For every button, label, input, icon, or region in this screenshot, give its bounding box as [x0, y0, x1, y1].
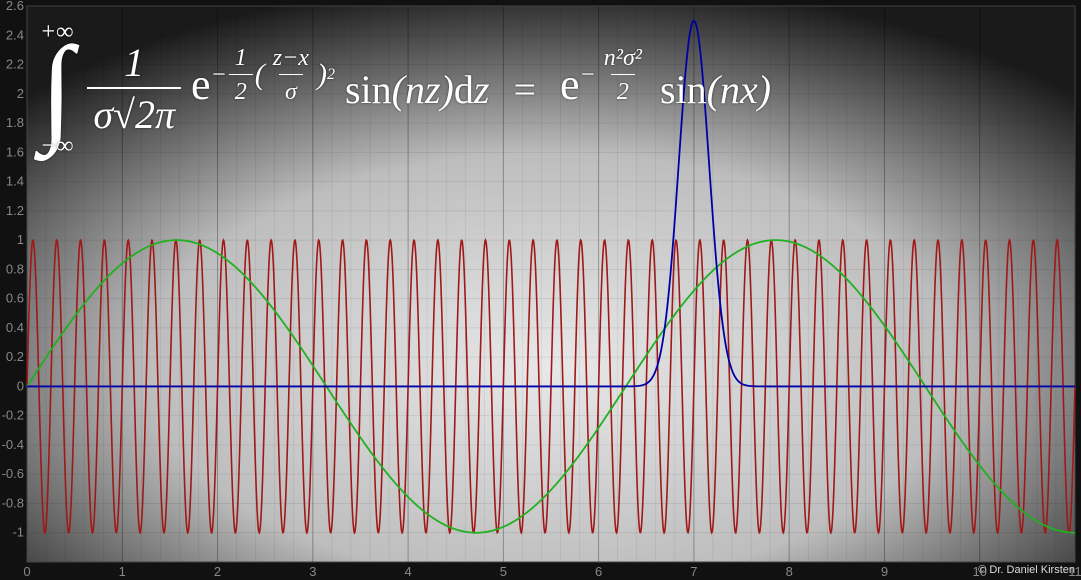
y-tick-label: -0.6 [2, 466, 24, 481]
x-tick-label: 5 [500, 564, 507, 579]
y-tick-label: 2.2 [6, 57, 24, 72]
y-tick-label: -1 [12, 525, 24, 540]
formula-overlay: +∞ ∫ −∞ 1 σ√2π e − 1 2 ( z−x σ ) [40, 20, 1061, 158]
y-tick-label: 1.8 [6, 115, 24, 130]
y-tick-label: -0.2 [2, 408, 24, 423]
credit-text: © Dr. Daniel Kirsten [978, 564, 1075, 576]
y-tick-label: 1.2 [6, 203, 24, 218]
y-tick-label: 2.4 [6, 27, 24, 42]
x-tick-label: 3 [309, 564, 316, 579]
y-tick-label: -0.4 [2, 437, 24, 452]
int-lower-limit: −∞ [40, 134, 73, 158]
y-tick-label: 2.6 [6, 0, 24, 13]
equals: = [513, 66, 536, 113]
coefficient-fraction: 1 σ√2π [87, 41, 181, 137]
x-tick-label: 0 [23, 564, 30, 579]
x-tick-label: 4 [404, 564, 411, 579]
y-tick-label: 0 [17, 378, 24, 393]
y-tick-label: 1.6 [6, 144, 24, 159]
x-tick-label: 6 [595, 564, 602, 579]
x-tick-label: 9 [881, 564, 888, 579]
y-tick-label: 1.4 [6, 174, 24, 189]
figure-root: 01234567891011-1-0.8-0.6-0.4-0.200.20.40… [0, 0, 1081, 580]
y-tick-label: 0.2 [6, 349, 24, 364]
y-tick-label: 1 [17, 232, 24, 247]
y-tick-label: 2 [17, 86, 24, 101]
sin-nz: sin(nz)dz [345, 66, 490, 113]
x-tick-label: 7 [690, 564, 697, 579]
y-tick-label: 0.6 [6, 291, 24, 306]
x-tick-label: 2 [214, 564, 221, 579]
integral-symbol: +∞ ∫ −∞ [40, 20, 73, 158]
sin-nx: sin(nx) [660, 66, 771, 113]
y-tick-label: 0.4 [6, 320, 24, 335]
y-tick-label: 0.8 [6, 261, 24, 276]
x-tick-label: 1 [119, 564, 126, 579]
exp-term-1: e − 1 2 ( z−x σ ) 2 [191, 59, 335, 119]
x-tick-label: 8 [786, 564, 793, 579]
y-tick-label: -0.8 [2, 495, 24, 510]
exp-term-2: e − n²σ² 2 [560, 59, 650, 119]
